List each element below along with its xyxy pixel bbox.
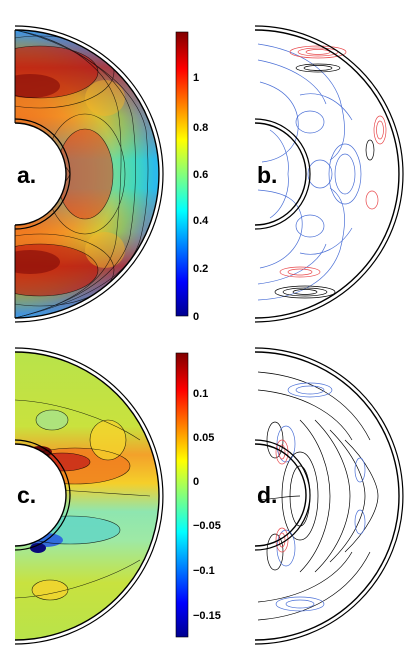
panel-c-label: c. bbox=[17, 482, 36, 508]
colorbar-bottom-ticks: 0.1 0.05 0 −0.05 −0.1 −0.15 bbox=[193, 388, 221, 622]
colorbar-top-tick: 0.6 bbox=[193, 169, 208, 181]
colorbar-top: 1 0.8 0.6 0.4 0.2 0 bbox=[175, 31, 209, 323]
panel-d: d. bbox=[254, 347, 404, 645]
colorbar-bottom-tick: 0 bbox=[193, 476, 199, 488]
panel-a-label: a. bbox=[17, 162, 36, 188]
colorbar-top-tick: 0.4 bbox=[193, 215, 209, 227]
panel-b: b. bbox=[254, 25, 404, 323]
panel-d-label: d. bbox=[257, 482, 277, 508]
colorbar-top-tick: 0.8 bbox=[193, 122, 208, 134]
colorbar-bottom-tick: 0.1 bbox=[193, 388, 208, 400]
colorbar-bottom-tick: 0.05 bbox=[193, 432, 214, 444]
colorbar-bottom-tick: −0.15 bbox=[193, 610, 221, 622]
colorbar-top-ticks: 1 0.8 0.6 0.4 0.2 0 bbox=[193, 72, 209, 323]
colorbar-top-tick: 0.2 bbox=[193, 263, 208, 275]
panel-a: a. bbox=[14, 25, 164, 323]
colorbar-bottom: 0.1 0.05 0 −0.05 −0.1 −0.15 bbox=[175, 352, 221, 638]
colorbar-bottom-tick: −0.1 bbox=[193, 565, 215, 577]
panel-c: c. bbox=[14, 347, 164, 645]
colorbar-top-tick: 0 bbox=[193, 311, 199, 323]
colorbar-bottom-tick: −0.05 bbox=[193, 520, 221, 532]
panel-b-label: b. bbox=[257, 162, 277, 188]
colorbar-top-tick: 1 bbox=[193, 72, 199, 84]
